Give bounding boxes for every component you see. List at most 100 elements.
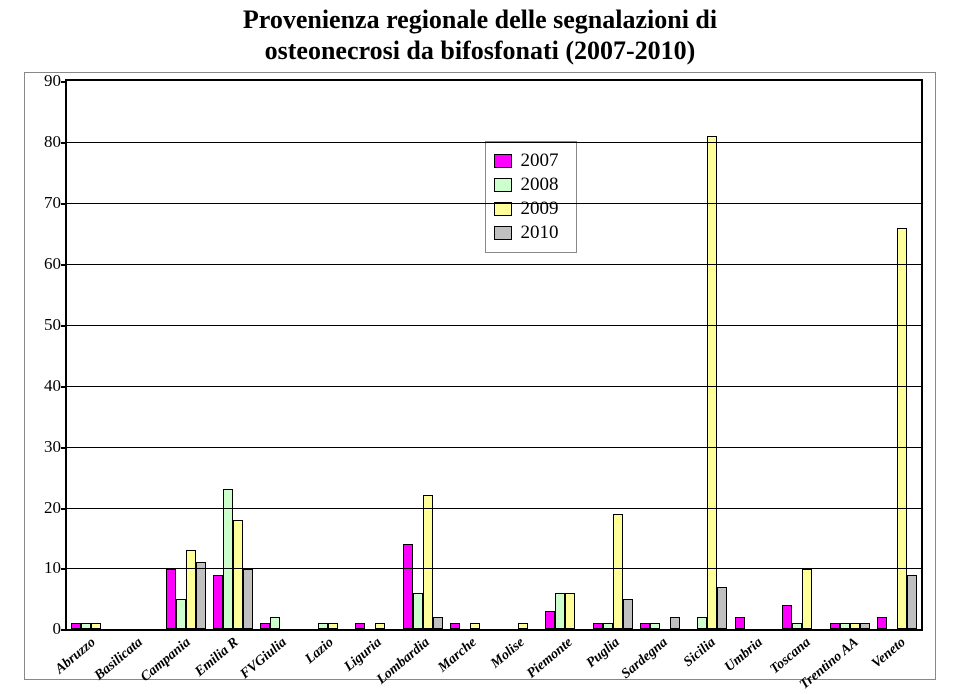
x-axis-labels: AbruzzoBasilicataCampaniaEmilia RFVGiuli… <box>65 631 923 675</box>
bar <box>176 599 186 629</box>
bar <box>186 550 196 629</box>
bar <box>196 562 206 629</box>
bar <box>613 514 623 630</box>
legend-row: 2007 <box>494 150 558 172</box>
bar <box>545 611 555 629</box>
x-axis-label: Emilia R <box>192 635 242 681</box>
x-axis-label: Liguria <box>341 635 385 675</box>
bar <box>782 605 792 629</box>
bar <box>166 569 176 630</box>
bar <box>565 593 575 630</box>
x-axis-label: Basilicata <box>92 635 146 684</box>
legend-swatch <box>494 178 512 192</box>
gridline <box>67 508 921 509</box>
title-line-2: osteonecrosi da bifosfonati (2007-2010) <box>0 35 960 66</box>
bar <box>223 489 233 629</box>
y-tick-label: 40 <box>44 376 67 396</box>
bar-group <box>257 81 304 629</box>
bar <box>328 623 338 629</box>
bar <box>877 617 887 629</box>
legend-label: 2008 <box>520 174 558 196</box>
bar <box>717 587 727 630</box>
bar <box>593 623 603 629</box>
gridline <box>67 264 921 265</box>
gridline <box>67 447 921 448</box>
legend-swatch <box>494 154 512 168</box>
bar <box>850 623 860 629</box>
bar <box>375 623 385 629</box>
legend-row: 2009 <box>494 198 558 220</box>
bar-group <box>589 81 636 629</box>
bar <box>840 623 850 629</box>
legend: 2007200820092010 <box>485 141 577 253</box>
bar <box>707 136 717 629</box>
bar <box>860 623 870 629</box>
bar <box>623 599 633 629</box>
bar <box>650 623 660 629</box>
bar <box>735 617 745 629</box>
bar-group <box>162 81 209 629</box>
y-tick-label: 70 <box>44 193 67 213</box>
bar <box>318 623 328 629</box>
gridline <box>67 142 921 143</box>
bar-group <box>67 81 114 629</box>
bar <box>243 569 253 630</box>
bar <box>640 623 650 629</box>
bar <box>270 617 280 629</box>
x-axis-label: Lazio <box>303 635 338 668</box>
chart-title: Provenienza regionale delle segnalazioni… <box>0 0 960 66</box>
y-tick-label: 50 <box>44 315 67 335</box>
bar-group <box>304 81 351 629</box>
chart-container: 2007200820092010 0102030405060708090 Abr… <box>24 72 936 680</box>
bar <box>555 593 565 630</box>
x-axis-label: Sardegna <box>619 635 672 683</box>
bar-group <box>873 81 920 629</box>
x-axis-label: Piemonte <box>524 635 576 682</box>
plot-area: 2007200820092010 0102030405060708090 <box>65 79 923 631</box>
x-axis-label: Puglia <box>584 635 623 672</box>
x-axis-label: Umbria <box>722 635 766 676</box>
y-tick-label: 20 <box>44 498 67 518</box>
gridline <box>67 568 921 569</box>
bar <box>830 623 840 629</box>
bar <box>413 593 423 630</box>
bar-group <box>779 81 826 629</box>
x-axis-label: Veneto <box>869 635 909 672</box>
bar-group <box>731 81 778 629</box>
bar <box>81 623 91 629</box>
x-axis-label: Marche <box>436 635 481 676</box>
bar-group <box>684 81 731 629</box>
bar <box>792 623 802 629</box>
y-tick-label: 80 <box>44 132 67 152</box>
bar <box>450 623 460 629</box>
legend-label: 2009 <box>520 198 558 220</box>
legend-swatch <box>494 226 512 240</box>
legend-label: 2010 <box>520 222 558 244</box>
bar <box>355 623 365 629</box>
x-axis-label: Campania <box>138 635 194 686</box>
bar <box>91 623 101 629</box>
bar-group <box>826 81 873 629</box>
y-tick-label: 10 <box>44 558 67 578</box>
legend-row: 2010 <box>494 222 558 244</box>
x-axis-label: FVGiulia <box>237 635 290 683</box>
gridline <box>67 203 921 204</box>
bar <box>697 617 707 629</box>
bar <box>433 617 443 629</box>
bar <box>423 495 433 629</box>
y-tick-label: 30 <box>44 437 67 457</box>
bar <box>802 569 812 630</box>
gridline <box>67 325 921 326</box>
bar <box>233 520 243 630</box>
title-line-1: Provenienza regionale delle segnalazioni… <box>0 4 960 35</box>
bar <box>403 544 413 629</box>
y-tick-label: 60 <box>44 254 67 274</box>
y-tick-label: 90 <box>44 71 67 91</box>
legend-swatch <box>494 202 512 216</box>
bar-group <box>114 81 161 629</box>
bar <box>260 623 270 629</box>
bar <box>518 623 528 629</box>
bar-group <box>352 81 399 629</box>
bar <box>470 623 480 629</box>
bar <box>670 617 680 629</box>
